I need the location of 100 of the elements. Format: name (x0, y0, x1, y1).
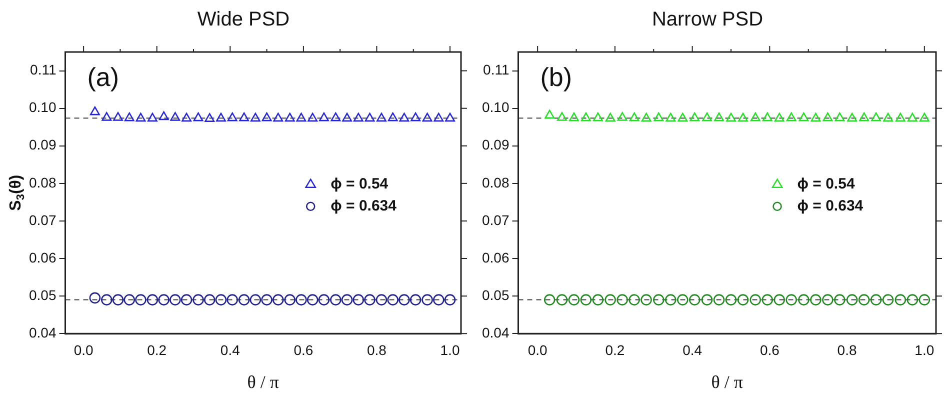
point (834, 294, 846, 306)
y-tick-label: 0.06 (482, 249, 510, 266)
point (135, 294, 146, 306)
y-tick-label: 0.09 (482, 136, 510, 153)
point (342, 112, 352, 122)
x-tick-label: 0.0 (74, 342, 94, 358)
point (640, 294, 652, 306)
point (774, 112, 784, 122)
point (170, 294, 181, 306)
point (798, 294, 810, 306)
point (592, 294, 604, 306)
point (653, 294, 664, 306)
point (422, 112, 432, 122)
point (180, 294, 192, 306)
point (226, 294, 238, 306)
point (215, 294, 227, 306)
point (786, 294, 797, 306)
point (846, 294, 858, 306)
point (774, 294, 785, 306)
point (762, 294, 773, 306)
point (376, 112, 386, 122)
point (604, 294, 616, 306)
y-tick-label: 0.11 (483, 62, 510, 78)
point (580, 294, 592, 306)
point (250, 112, 260, 122)
point (261, 294, 272, 306)
y-tick-label: 0.04 (29, 324, 56, 340)
point (713, 294, 725, 306)
point (688, 294, 700, 306)
point (847, 112, 858, 122)
y-tick-label: 0.06 (29, 249, 56, 266)
point (629, 112, 640, 122)
point (422, 294, 433, 306)
y-tick-label: 0.11 (30, 62, 56, 78)
point (147, 112, 158, 122)
point (580, 112, 591, 122)
point (204, 113, 215, 122)
x-tick-label: 0.6 (760, 342, 780, 358)
point (605, 112, 616, 122)
point (433, 294, 444, 306)
point (352, 294, 364, 306)
point (654, 112, 664, 122)
x-tick-label: 0.8 (366, 342, 387, 358)
point (762, 112, 772, 122)
point (895, 112, 906, 122)
x-axis-title: θ / π (247, 372, 279, 392)
point (388, 112, 398, 122)
point (284, 112, 295, 122)
point (262, 112, 272, 122)
point (204, 294, 216, 306)
x-tick-label: 0.0 (528, 342, 548, 358)
point (146, 294, 158, 306)
point (798, 112, 809, 122)
point (702, 112, 712, 122)
point (353, 112, 364, 122)
point (738, 112, 748, 122)
point (666, 112, 676, 122)
point (136, 112, 146, 122)
point (296, 112, 306, 122)
point (318, 294, 330, 306)
point (102, 112, 112, 121)
point (544, 110, 555, 119)
point (182, 112, 192, 122)
point (665, 294, 676, 306)
point (701, 294, 713, 306)
x-tick-label: 0.4 (682, 342, 702, 358)
point (238, 294, 250, 306)
point (387, 294, 398, 306)
point (894, 294, 906, 306)
point (883, 112, 894, 122)
point (628, 294, 640, 306)
annotation: (b) (540, 62, 572, 92)
point (810, 294, 822, 306)
point (445, 112, 455, 122)
point (568, 294, 580, 306)
y-tick-label: 0.09 (29, 136, 56, 153)
point (239, 112, 250, 122)
point (90, 106, 100, 116)
point (871, 112, 882, 122)
point (193, 112, 204, 122)
y-tick-label: 0.08 (482, 174, 510, 190)
point (306, 294, 318, 306)
point (690, 112, 700, 122)
point (918, 294, 930, 306)
point (676, 294, 688, 306)
point (906, 294, 918, 306)
point (101, 294, 112, 306)
point (330, 294, 342, 306)
point (284, 294, 296, 306)
chart-title: Narrow PSD (652, 8, 764, 31)
point (444, 294, 456, 306)
y-tick-label: 0.07 (29, 212, 56, 228)
point (616, 294, 628, 306)
point (113, 112, 123, 121)
point (227, 112, 238, 122)
point (192, 294, 204, 306)
point (364, 112, 375, 122)
point (376, 294, 388, 306)
point (318, 112, 329, 122)
point (810, 112, 821, 122)
